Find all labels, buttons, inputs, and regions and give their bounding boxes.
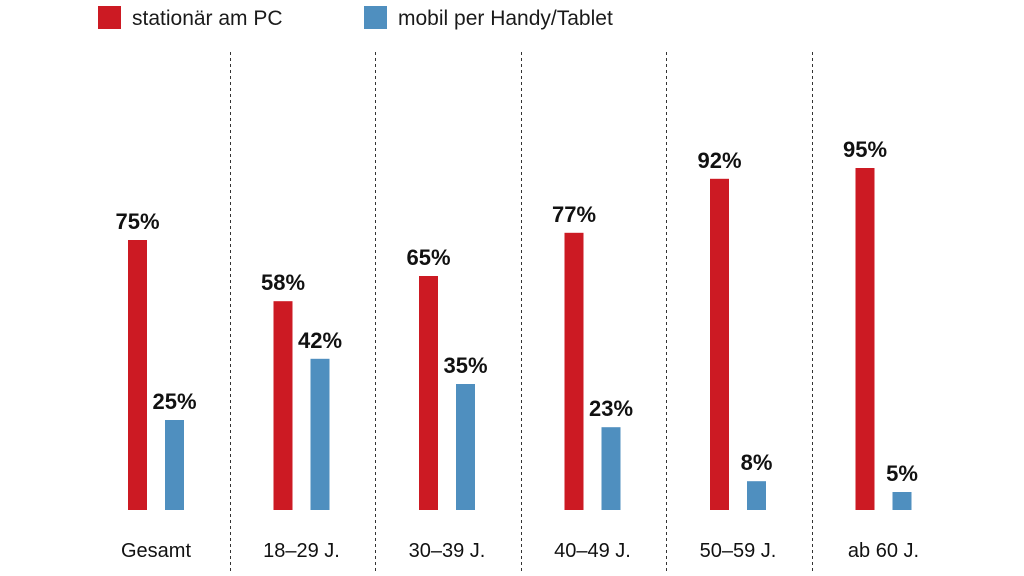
value-label-mobil-gesamt: 25%	[152, 389, 196, 414]
value-label-stationaer-50-59-j: 92%	[697, 148, 741, 173]
bars	[128, 168, 912, 511]
bar-stationaer-18-29-j	[273, 301, 293, 510]
value-label-mobil-ab-60-j: 5%	[886, 461, 918, 486]
bar-stationaer-ab-60-j	[855, 168, 875, 510]
value-label-stationaer-30-39-j: 65%	[406, 245, 450, 270]
legend-label-stationaer: stationär am PC	[132, 7, 283, 30]
group-separators	[230, 52, 813, 572]
value-label-mobil-30-39-j: 35%	[443, 353, 487, 378]
category-label-30-39-j: 30–39 J.	[409, 540, 486, 562]
value-labels: 75% 25% 58% 42% 65% 35% 77% 23% 92% 8% 95% 5%	[115, 137, 917, 486]
legend-label-mobil: mobil per Handy/Tablet	[398, 7, 613, 30]
value-label-mobil-40-49-j: 23%	[589, 396, 633, 421]
value-label-mobil-18-29-j: 42%	[298, 328, 342, 353]
category-labels: Gesamt 18–29 J. 30–39 J. 40–49 J. 50–59 J. ab…	[121, 540, 919, 562]
legend: stationär am PC mobil per Handy/Tablet	[98, 6, 613, 30]
value-label-stationaer-ab-60-j: 95%	[843, 137, 887, 162]
bar-stationaer-50-59-j	[710, 178, 729, 511]
value-label-mobil-50-59-j: 8%	[741, 450, 773, 475]
category-label-50-59-j: 50–59 J.	[700, 540, 777, 562]
category-label-ab-60-j: ab 60 J.	[848, 540, 919, 562]
bar-stationaer-gesamt	[128, 240, 147, 510]
bar-mobil-40-49-j	[601, 427, 621, 510]
category-label-gesamt: Gesamt	[121, 540, 191, 562]
bar-mobil-50-59-j	[747, 481, 766, 510]
bar-mobil-18-29-j	[310, 358, 330, 510]
bar-mobil-30-39-j	[456, 384, 475, 510]
legend-swatch-mobil	[364, 6, 387, 29]
bar-mobil-gesamt	[165, 420, 184, 510]
category-label-40-49-j: 40–49 J.	[554, 540, 631, 562]
value-label-stationaer-gesamt: 75%	[115, 209, 159, 234]
value-label-stationaer-18-29-j: 58%	[261, 270, 305, 295]
bar-stationaer-30-39-j	[419, 276, 438, 510]
bar-stationaer-40-49-j	[564, 232, 584, 511]
bar-mobil-ab-60-j	[892, 492, 912, 510]
value-label-stationaer-40-49-j: 77%	[552, 202, 596, 227]
legend-swatch-stationaer	[98, 6, 121, 29]
category-label-18-29-j: 18–29 J.	[263, 540, 340, 562]
